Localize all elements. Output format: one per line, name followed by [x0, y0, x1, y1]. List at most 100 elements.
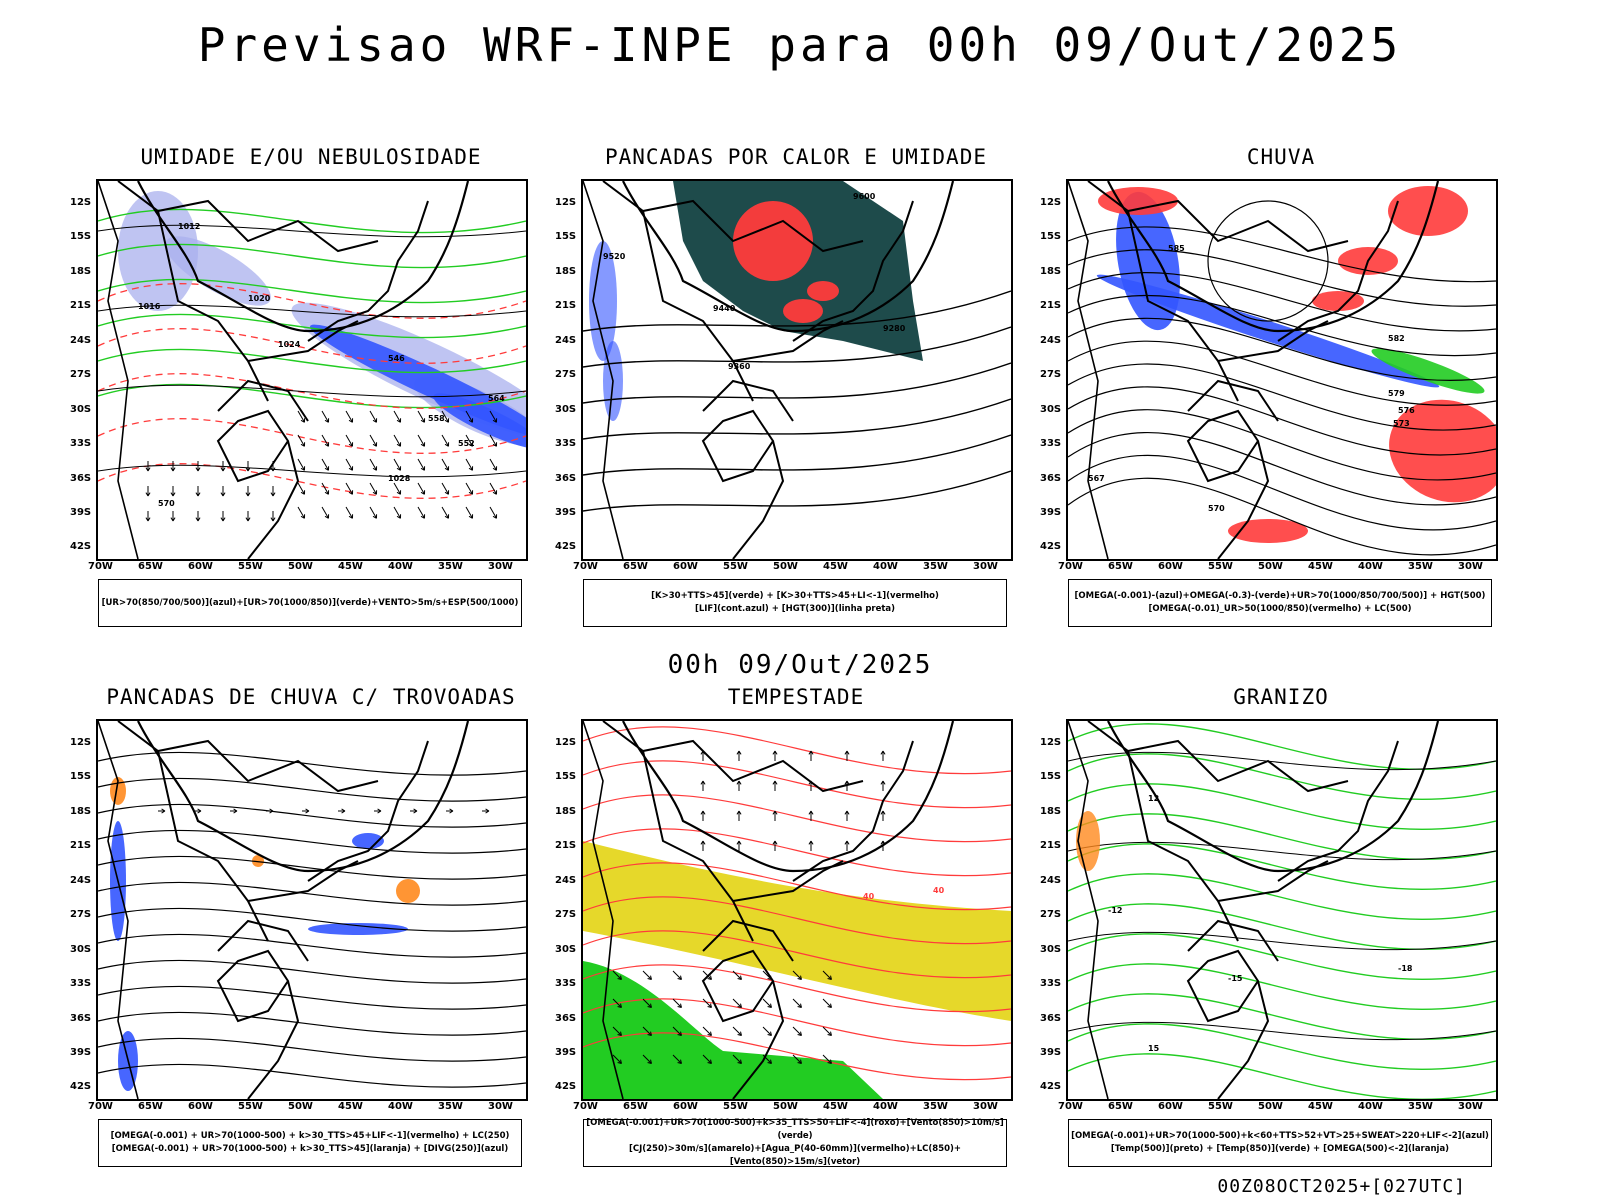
- lat-tick-label: 36S: [70, 1013, 92, 1024]
- wind-vector-head: [220, 492, 226, 497]
- lon-tick-label: 50W: [1258, 561, 1283, 572]
- contour-line: [98, 855, 526, 880]
- contour-line: [98, 304, 526, 318]
- lat-tick-label: 15S: [1040, 231, 1062, 242]
- contour-line: [583, 862, 1011, 911]
- shaded-area: [118, 191, 198, 311]
- wind-vector: [321, 434, 329, 447]
- contour-label: 9360: [728, 362, 751, 371]
- wind-vector-head: [348, 490, 354, 495]
- lon-tick-label: 55W: [238, 561, 263, 572]
- contour-label: 570: [158, 499, 175, 508]
- contour-label: 15: [1148, 1044, 1160, 1053]
- wind-vector: [612, 998, 622, 1008]
- lat-tick-label: 15S: [70, 771, 92, 782]
- subtitle: 00h 09/Out/2025: [667, 650, 933, 680]
- country-border: [642, 750, 754, 942]
- legend-line: [OMEGA(-0.001) + UR>70(1000-500) + k>30_…: [111, 1144, 509, 1154]
- contour-line: [98, 373, 526, 409]
- lon-tick-label: 35W: [438, 561, 463, 572]
- contour-label: -18: [1398, 964, 1413, 973]
- wind-vector-head: [797, 1003, 802, 1008]
- wind-vector-head: [377, 808, 382, 814]
- lon-tick-label: 50W: [288, 561, 313, 572]
- wind-vector-head: [707, 1031, 712, 1036]
- lat-tick-label: 39S: [1040, 507, 1062, 518]
- contour-line: [583, 290, 1011, 332]
- wind-vector: [393, 410, 401, 423]
- map-svg: 40 40: [583, 721, 1011, 1099]
- contour-label: 40: [863, 892, 875, 901]
- wind-vector-head: [844, 810, 850, 815]
- wind-vector-head: [647, 1003, 652, 1008]
- shaded-area: [352, 833, 384, 849]
- contour-label: 12: [1148, 794, 1159, 803]
- contour-line: [98, 464, 526, 478]
- shaded-area: [1098, 187, 1178, 215]
- lat-tick-label: 21S: [555, 840, 577, 851]
- lat-tick-label: 21S: [1040, 300, 1062, 311]
- panel-pancadas-calor: PANCADAS POR CALOR E UMIDADE 9600 9520 9440…: [555, 145, 1013, 627]
- wind-vector-head: [396, 490, 402, 495]
- country-border: [1217, 980, 1270, 1099]
- lat-tick-label: 21S: [70, 300, 92, 311]
- wind-vector-head: [737, 1059, 742, 1064]
- contour-label: 585: [1168, 244, 1185, 253]
- lat-tick-label: 27S: [1040, 369, 1062, 380]
- country-border: [1277, 740, 1399, 882]
- lon-tick-label: 60W: [188, 561, 213, 572]
- wind-vector-head: [844, 750, 850, 755]
- map-svg: [98, 721, 526, 1099]
- lat-tick-label: 27S: [70, 369, 92, 380]
- wind-vector: [321, 458, 329, 471]
- lon-tick-label: 35W: [1408, 1101, 1433, 1112]
- wind-vector-head: [772, 840, 778, 845]
- lat-tick-label: 12S: [70, 737, 92, 748]
- lon-tick-label: 30W: [973, 561, 998, 572]
- wind-vector: [792, 970, 802, 980]
- contour-line: [98, 777, 526, 802]
- lat-tick-label: 12S: [555, 737, 577, 748]
- wind-vector-head: [324, 418, 330, 423]
- wind-vector-head: [300, 442, 306, 447]
- wind-vector-head: [468, 466, 474, 471]
- lat-tick-label: 42S: [70, 1081, 92, 1092]
- wind-vector: [321, 482, 329, 495]
- panel-title: UMIDADE E/OU NEBULOSIDADE: [140, 145, 482, 169]
- lon-tick-label: 40W: [1358, 561, 1383, 572]
- wind-vector-head: [305, 808, 310, 814]
- contour-line: [1068, 963, 1496, 1010]
- lat-tick-label: 24S: [1040, 335, 1062, 346]
- map-plot: 1012 1016 1020 1024 1028 570 564 558 552 546: [96, 179, 528, 561]
- legend-box: [OMEGA(-0.001)+UR>70(1000-500)+k>35_TTS>…: [583, 1118, 1007, 1167]
- wind-vector-head: [145, 517, 151, 522]
- wind-vector: [732, 998, 742, 1008]
- wind-vector-head: [300, 466, 306, 471]
- lat-tick-label: 24S: [1040, 875, 1062, 886]
- panel-title: CHUVA: [1246, 145, 1316, 169]
- wind-vector: [465, 482, 473, 495]
- lon-tick-label: 40W: [873, 561, 898, 572]
- lon-tick-label: 70W: [88, 561, 113, 572]
- lon-tick-label: 70W: [1058, 1101, 1083, 1112]
- wind-vector-head: [647, 1059, 652, 1064]
- shaded-area: [583, 961, 883, 1099]
- wind-vector: [393, 458, 401, 471]
- map-svg: -12 -15 -18 12 15: [1068, 721, 1496, 1099]
- lat-tick-label: 21S: [555, 300, 577, 311]
- lat-tick-label: 36S: [1040, 1013, 1062, 1024]
- wind-vector-head: [647, 975, 652, 980]
- wind-vector-head: [767, 1003, 772, 1008]
- wind-vector: [345, 458, 353, 471]
- lat-tick-label: 27S: [555, 369, 577, 380]
- lon-tick-label: 35W: [1408, 561, 1433, 572]
- west-coast: [583, 181, 624, 559]
- wind-vector-head: [677, 1003, 682, 1008]
- country-border: [1217, 320, 1329, 362]
- wind-vector-head: [444, 514, 450, 519]
- lat-tick-label: 12S: [1040, 737, 1062, 748]
- wind-vector-head: [324, 442, 330, 447]
- lat-tick-label: 30S: [1040, 404, 1062, 415]
- wind-vector-head: [772, 810, 778, 815]
- contour-line: [583, 1032, 1011, 1081]
